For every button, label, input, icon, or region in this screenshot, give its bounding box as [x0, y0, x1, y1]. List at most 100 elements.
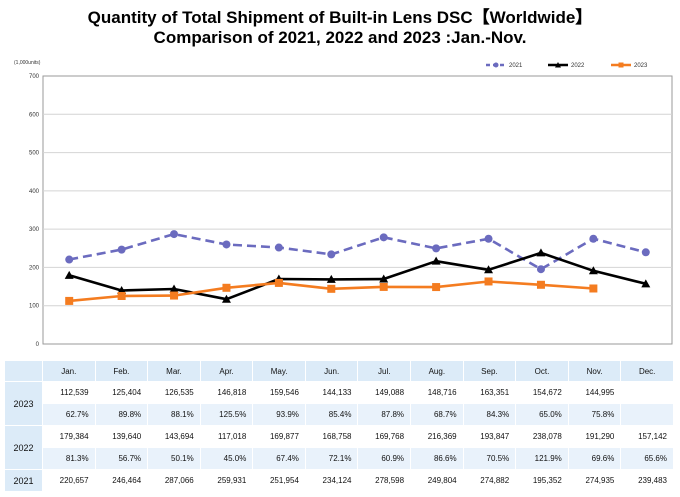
shipment-value: 126,535 [147, 381, 201, 404]
table-row-pct: 62.7% 89.8% 88.1% 125.5% 93.9% 85.4% 87.8% 68.7… [5, 403, 674, 426]
data-point-2022 [169, 284, 179, 293]
legend-label-2022: 2022 [571, 63, 585, 69]
data-point-2023 [65, 296, 74, 305]
month-header: Jun. [304, 360, 359, 382]
year-label: 2022 [4, 425, 43, 470]
plot-area [42, 75, 673, 345]
year-label: 2023 [4, 381, 43, 426]
data-point-2022 [64, 270, 74, 279]
shipment-value: 146,818 [199, 381, 254, 404]
legend-label-2021: 2021 [509, 63, 523, 69]
y-tick-label: 100 [29, 304, 40, 310]
yoy-percent: 60.9% [357, 447, 412, 470]
line-chart: 0 100 200 300 400 500 600 700 2021 2022 2023 [29, 62, 673, 348]
y-tick-label: 500 [29, 151, 40, 157]
data-point-2021 [274, 243, 283, 252]
yoy-percent: 89.8% [94, 403, 149, 426]
yoy-percent: 50.1% [147, 447, 201, 470]
series-line-2022 [68, 251, 647, 301]
data-point-2023 [117, 291, 126, 300]
shipment-value: 238,078 [515, 425, 569, 448]
table-row: 2021 220,657 246,464 287,066 259,931 251,954 2… [4, 469, 674, 492]
shipment-value: 259,931 [199, 469, 254, 492]
data-point-2023 [484, 277, 493, 286]
yoy-percent: 62.7% [42, 403, 96, 426]
legend-marker-2021 [493, 62, 499, 68]
table-corner-cell [4, 360, 43, 382]
shipment-value: 154,672 [515, 381, 569, 404]
y-tick-label: 700 [29, 74, 40, 80]
yoy-percent: 125.5% [199, 403, 254, 426]
shipment-value: 216,369 [410, 425, 464, 448]
data-point-2022 [221, 294, 231, 303]
data-point-2022 [588, 266, 598, 275]
shipment-value: 249,804 [410, 469, 464, 492]
y-tick-label: 400 [29, 189, 40, 195]
yoy-percent: 70.5% [462, 447, 517, 470]
month-header: May. [252, 360, 306, 382]
shipment-value: 287,066 [147, 469, 201, 492]
month-header: Apr. [199, 360, 254, 382]
shipment-value: 246,464 [94, 469, 149, 492]
shipment-value: 148,716 [410, 381, 464, 404]
shipment-value: 159,546 [252, 381, 306, 404]
shipment-value: 169,768 [357, 425, 412, 448]
shipment-value: 179,384 [42, 425, 96, 448]
data-point-2023 [222, 283, 231, 292]
data-point-2023 [327, 284, 336, 293]
table-row-pct: 81.3% 56.7% 50.1% 45.0% 67.4% 72.1% 60.9% 86.6%… [5, 447, 674, 470]
month-header: Sep. [462, 360, 517, 382]
series-line-2021 [68, 232, 647, 271]
data-point-2021 [170, 230, 179, 239]
yoy-percent: 67.4% [252, 447, 306, 470]
yoy-percent: 81.3% [42, 447, 96, 470]
data-point-2021 [222, 240, 231, 249]
data-point-2021 [589, 234, 598, 243]
shipment-value: 195,352 [515, 469, 569, 492]
table-header-row: Jan. Feb. Mar. Apr. May. Jun. Jul. Aug. Sep. Oct.… [4, 360, 674, 382]
shipment-value: 163,351 [462, 381, 517, 404]
shipment-value: 144,133 [304, 381, 359, 404]
shipment-value: 149,088 [357, 381, 412, 404]
shipment-value: 169,877 [252, 425, 306, 448]
shipment-value: 144,995 [567, 381, 622, 404]
yoy-percent: 85.4% [304, 403, 359, 426]
y-tick-label: 300 [29, 227, 40, 233]
data-point-2023 [274, 278, 283, 287]
yoy-percent: 45.0% [199, 447, 254, 470]
yoy-percent: 93.9% [252, 403, 306, 426]
data-point-2022 [536, 248, 546, 257]
shipment-value: 157,142 [620, 425, 674, 448]
shipment-value: 234,124 [304, 469, 359, 492]
data-point-2022 [431, 256, 441, 265]
shipment-value: 112,539 [42, 381, 96, 404]
yoy-percent: 87.8% [357, 403, 412, 426]
data-point-2022 [484, 265, 494, 274]
shipment-value: 143,694 [147, 425, 201, 448]
shipment-value: 193,847 [462, 425, 517, 448]
data-point-2021 [536, 265, 545, 274]
shipment-value: 274,882 [462, 469, 517, 492]
yoy-percent: 65.6% [620, 447, 674, 470]
yoy-percent: 88.1% [147, 403, 201, 426]
month-header: Aug. [410, 360, 464, 382]
y-axis-units-label: (1,000units) [14, 60, 41, 66]
data-point-2023 [170, 291, 179, 300]
yoy-percent: 75.8% [567, 403, 622, 426]
data-point-2021 [432, 244, 441, 253]
shipment-value: 251,954 [252, 469, 306, 492]
data-point-2021 [117, 245, 126, 254]
yoy-percent: 68.7% [410, 403, 464, 426]
chart-title-line2: Comparison of 2021, 2022 and 2023 :Jan.-… [153, 28, 527, 47]
shipment-value: 168,758 [304, 425, 359, 448]
chart-title-line1: Quantity of Total Shipment of Built-in L… [87, 8, 593, 27]
month-header: Mar. [147, 360, 201, 382]
data-point-2021 [327, 250, 336, 259]
month-header: Feb. [94, 360, 149, 382]
yoy-percent: 86.6% [410, 447, 464, 470]
data-point-2023 [536, 280, 545, 289]
yoy-percent: 72.1% [304, 447, 359, 470]
data-point-2021 [641, 248, 650, 257]
shipment-value [620, 381, 674, 404]
legend-marker-2022 [555, 62, 561, 68]
